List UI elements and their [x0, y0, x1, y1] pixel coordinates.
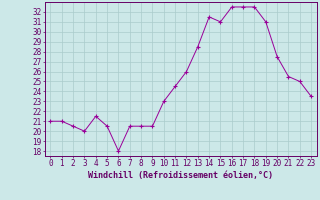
- X-axis label: Windchill (Refroidissement éolien,°C): Windchill (Refroidissement éolien,°C): [88, 171, 273, 180]
